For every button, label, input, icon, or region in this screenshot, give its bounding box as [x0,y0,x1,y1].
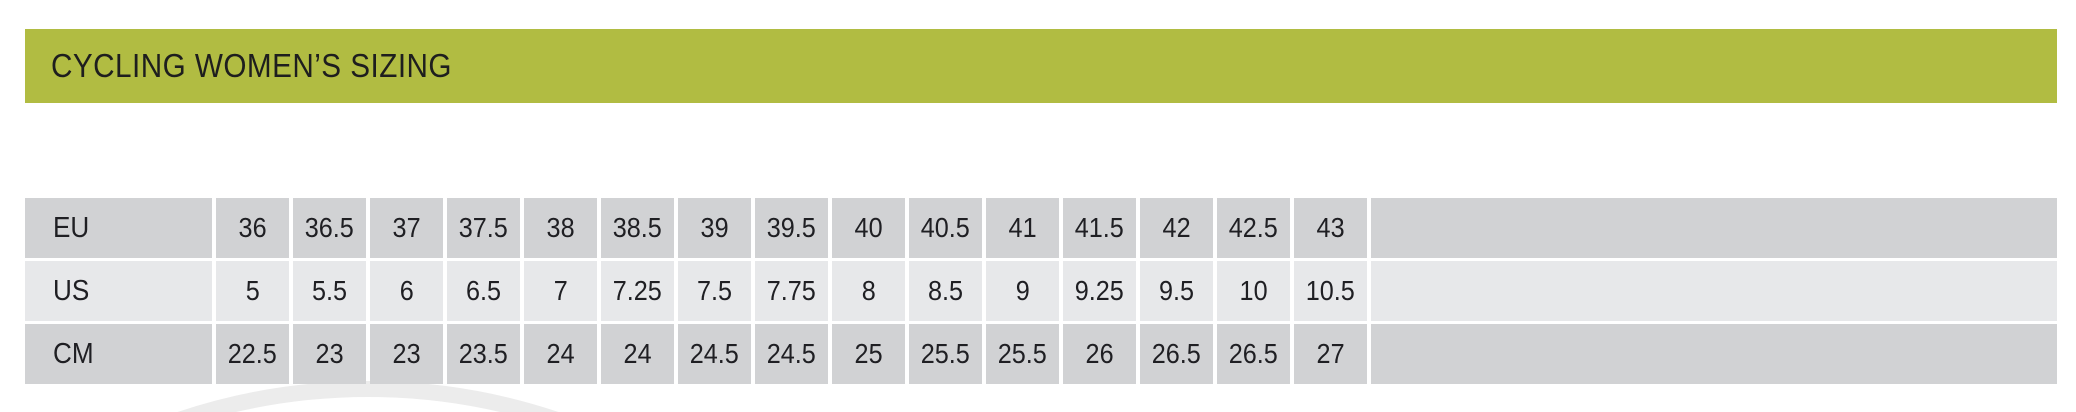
size-cell: 41 [986,198,1059,258]
size-cell: 23.5 [447,324,520,384]
size-cell: 6.5 [447,261,520,321]
size-cell: 25 [832,324,905,384]
row-label-cell: US [25,261,212,321]
size-cell: 42 [1140,198,1213,258]
size-cell: 9.5 [1140,261,1213,321]
size-cell: 22.5 [216,324,289,384]
size-cell: 38 [524,198,597,258]
size-cell: 36 [216,198,289,258]
size-cell: 43 [1294,198,1367,258]
size-cell: 26.5 [1140,324,1213,384]
size-cell: 24 [524,324,597,384]
size-cell: 37.5 [447,198,520,258]
size-cell: 23 [370,324,443,384]
size-cell: 41.5 [1063,198,1136,258]
size-cell: 27 [1294,324,1367,384]
size-cell: 26.5 [1217,324,1290,384]
row-label-cell: CM [25,324,212,384]
size-cell: 9.25 [1063,261,1136,321]
size-cell: 42.5 [1217,198,1290,258]
size-cell: 6 [370,261,443,321]
size-cell: 5 [216,261,289,321]
size-cell: 24 [601,324,674,384]
size-cell: 40.5 [909,198,982,258]
size-cell: 26 [1063,324,1136,384]
size-cell: 7 [524,261,597,321]
size-cell: 23 [293,324,366,384]
filler-cell [1371,261,2057,321]
size-cell: 8.5 [909,261,982,321]
table-row: EU 36 36.5 37 37.5 38 38.5 39 39.5 40 40.5 41 41.5 42… [25,198,2057,258]
sizing-table: EU 36 36.5 37 37.5 38 38.5 39 39.5 40 40.5 41 41.5 42… [25,198,2057,387]
size-cell: 7.5 [678,261,751,321]
size-cell: 25.5 [986,324,1059,384]
size-cell: 24.5 [755,324,828,384]
size-cell: 8 [832,261,905,321]
page-title: CYCLING WOMEN’S SIZING [51,47,452,84]
size-cell: 37 [370,198,443,258]
size-cell: 10.5 [1294,261,1367,321]
table-row: US 5 5.5 6 6.5 7 7.25 7.5 7.75 8 8.5 9 9.25 9.5 10 10.5 [25,261,2057,321]
size-cell: 5.5 [293,261,366,321]
size-cell: 39.5 [755,198,828,258]
row-label-cell: EU [25,198,212,258]
size-cell: 40 [832,198,905,258]
size-cell: 10 [1217,261,1290,321]
filler-cell [1371,324,2057,384]
size-cell: 24.5 [678,324,751,384]
size-cell: 38.5 [601,198,674,258]
size-cell: 9 [986,261,1059,321]
filler-cell [1371,198,2057,258]
title-bar: CYCLING WOMEN’S SIZING [25,29,2057,103]
size-cell: 25.5 [909,324,982,384]
size-cell: 36.5 [293,198,366,258]
size-cell: 39 [678,198,751,258]
size-cell: 7.25 [601,261,674,321]
table-row: CM 22.5 23 23 23.5 24 24 24.5 24.5 25 25.5 25.5 26 26… [25,324,2057,384]
size-cell: 7.75 [755,261,828,321]
